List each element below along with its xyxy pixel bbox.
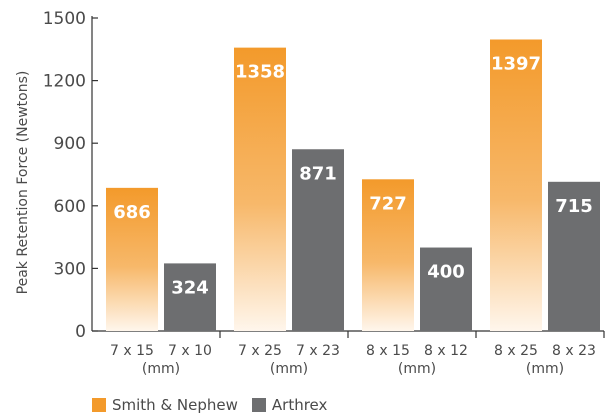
bar-value-label: 400 [427, 262, 465, 283]
bar-arthrex [292, 149, 344, 331]
bar-smith-nephew [362, 179, 414, 331]
x-category-label: 7 x 25 [238, 343, 282, 359]
legend-label-series-1: Smith & Nephew [112, 396, 238, 414]
x-category-label: 8 x 25 [494, 343, 538, 359]
y-tick-label: 1200 [43, 72, 86, 92]
y-tick-label: 300 [54, 259, 86, 279]
x-unit-label: (mm) [142, 361, 180, 377]
bar-smith-nephew [490, 39, 542, 331]
bar-smith-nephew [106, 187, 158, 331]
legend-item-series-1: Smith & Nephew [92, 396, 238, 414]
bar-value-label: 324 [171, 277, 209, 298]
bar-arthrex [548, 181, 600, 331]
legend: Smith & Nephew Arthrex [92, 396, 341, 414]
bar-value-label: 871 [299, 163, 337, 184]
x-category-label: 7 x 23 [296, 343, 340, 359]
y-tick-label: 600 [54, 197, 86, 217]
x-unit-label: (mm) [398, 361, 436, 377]
legend-item-series-2: Arthrex [251, 396, 328, 414]
x-category-label: 7 x 10 [168, 343, 212, 359]
bar-arthrex [420, 247, 472, 331]
x-category-label: 8 x 15 [366, 343, 410, 359]
legend-swatch-series-2 [251, 398, 266, 412]
y-tick-label: 900 [54, 134, 86, 154]
bar-value-label: 686 [113, 202, 151, 223]
bar-value-label: 727 [369, 193, 407, 214]
legend-label-series-2: Arthrex [271, 396, 328, 414]
x-category-label: 8 x 23 [552, 343, 596, 359]
x-unit-label: (mm) [526, 361, 564, 377]
y-tick-label: 1500 [43, 9, 86, 29]
x-unit-label: (mm) [270, 361, 308, 377]
bar-value-label: 1397 [491, 53, 541, 74]
x-category-label: 7 x 15 [110, 343, 154, 359]
bar-smith-nephew [234, 47, 286, 331]
x-category-label: 8 x 12 [424, 343, 468, 359]
bar-arthrex [164, 263, 216, 331]
y-axis-title: Peak Retention Force (Newtons) [15, 71, 31, 295]
bar-value-label: 715 [555, 196, 593, 217]
bar-value-label: 1358 [235, 62, 285, 83]
y-tick-label: 0 [75, 322, 86, 342]
legend-swatch-series-1 [92, 398, 106, 412]
